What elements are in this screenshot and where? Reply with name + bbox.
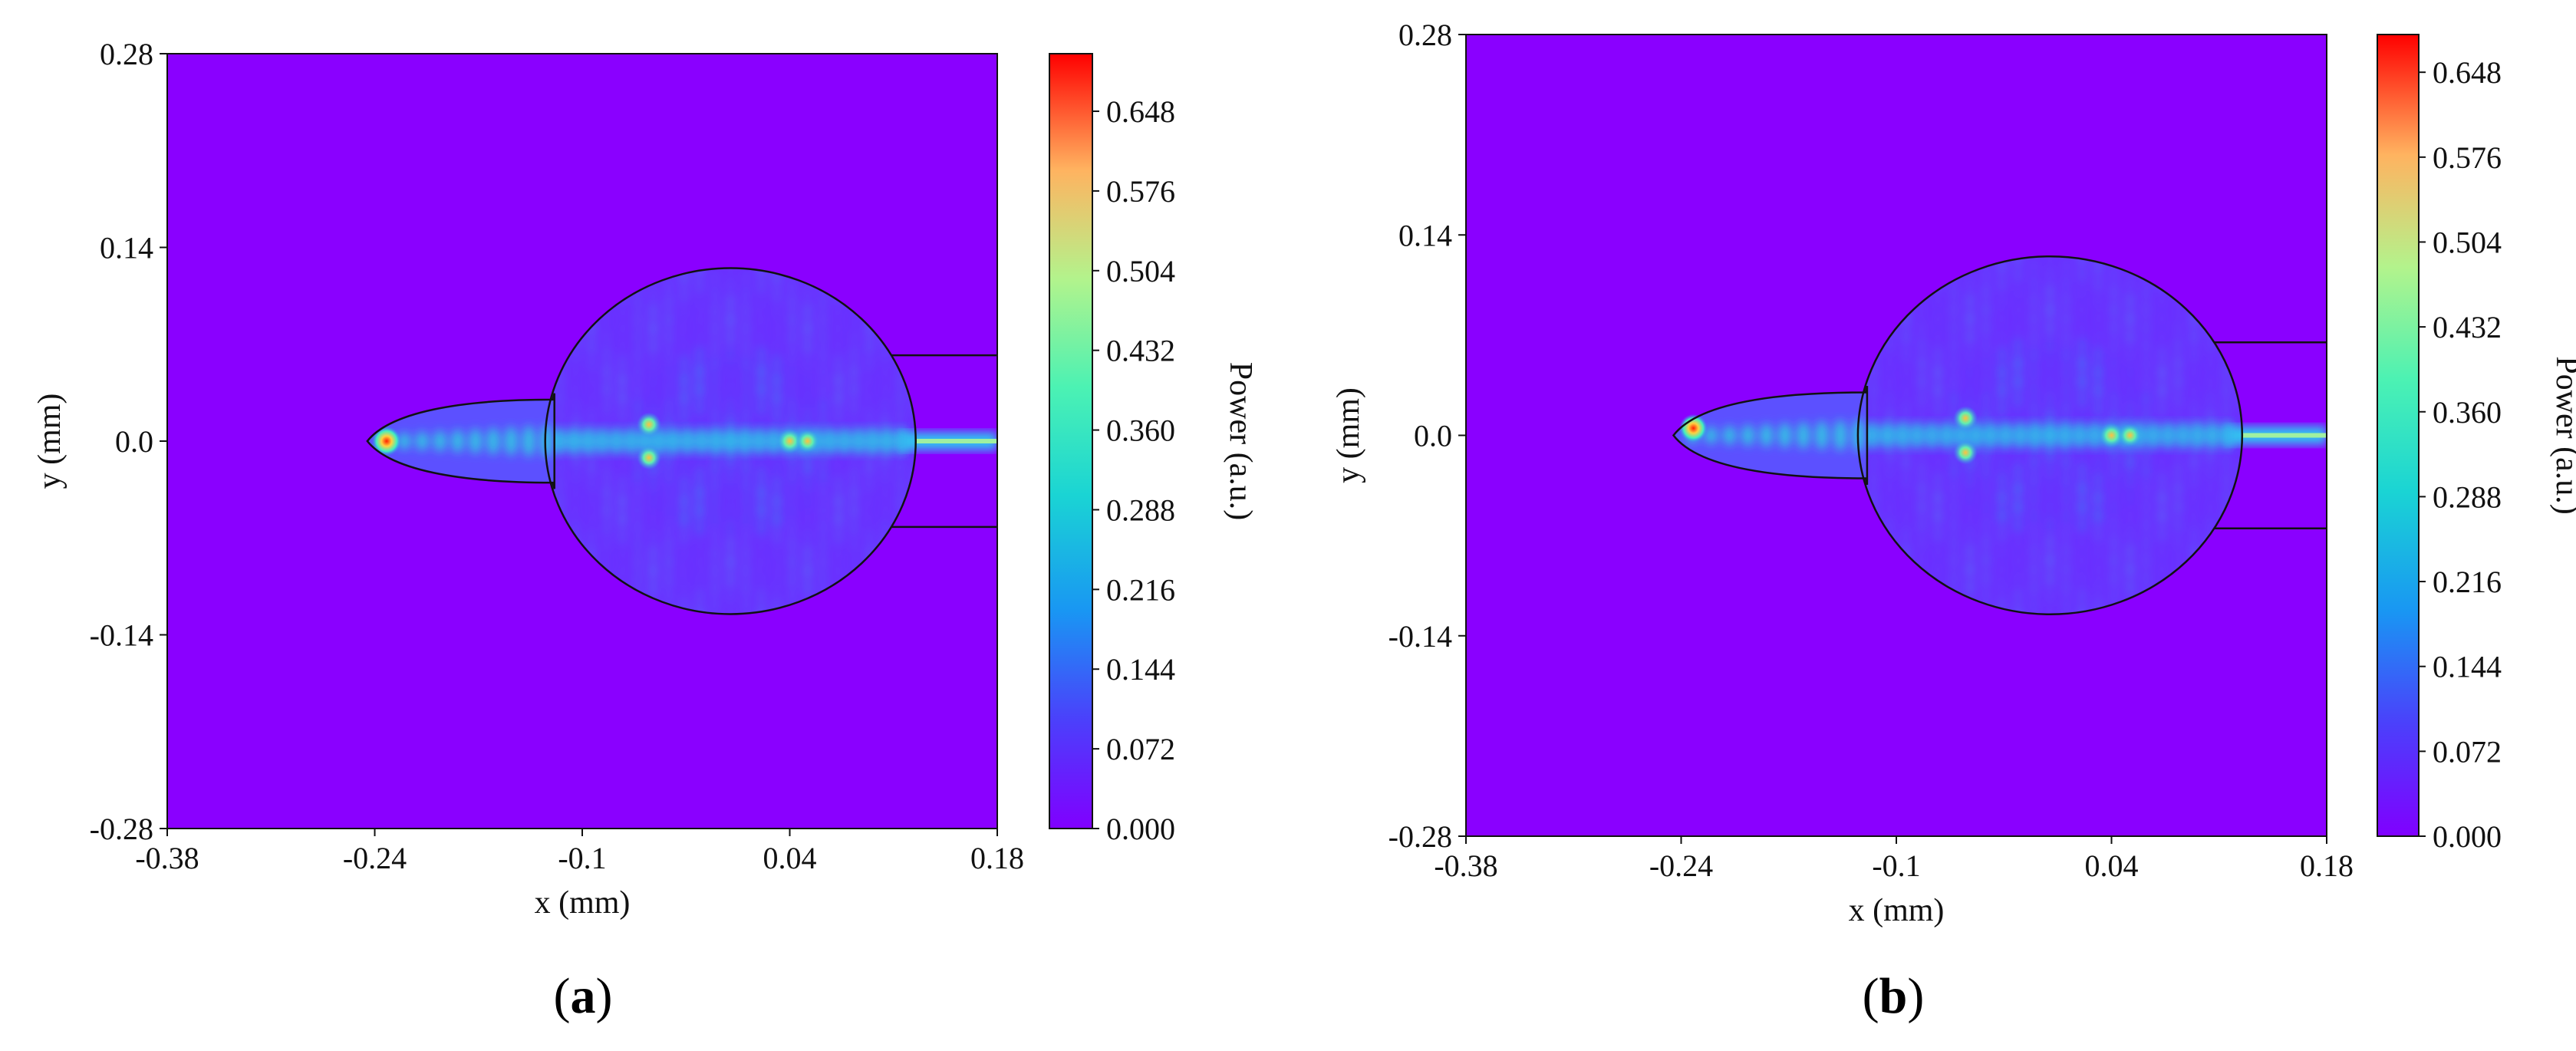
panel-b: -0.38 -0.24 -0.1 0.04 0.18 x (mm) 0.28 0.14 0.0 -… [1331,18,2576,1024]
colorbar-label: Power (a.u.) [2549,356,2576,514]
colorbar-tick-label: 0.576 [1106,174,1175,209]
field-layer [367,268,997,614]
y-tick-label: -0.14 [90,618,153,653]
y-tick-label: 0.14 [100,231,153,265]
x-axis-label: x (mm) [1849,893,1945,928]
colorbar-tick-label: 0.504 [2433,225,2502,259]
colorbar: 0.000 0.072 0.144 0.216 0.288 0.360 0.432 0.504… [2377,34,2576,854]
colorbar-tick-label: 0.576 [2433,140,2502,175]
y-tick-label: -0.28 [90,812,153,846]
taper-outline [366,393,555,489]
x-tick-label: -0.24 [343,841,407,875]
disk-outline [1856,255,2244,616]
x-tick-label: -0.24 [1649,848,1713,883]
x-axis: -0.38 -0.24 -0.1 0.04 0.18 x (mm) [135,829,1024,921]
hotspot-4 [796,429,820,453]
panel-label: (a) [554,968,613,1024]
y-axis: 0.28 0.14 0.0 -0.14 -0.28 y (mm) [32,37,167,846]
colorbar-tick-label: 0.432 [1106,334,1175,368]
hotspot-3 [2099,423,2124,448]
colorbar-tick-label: 0.144 [2433,650,2502,684]
x-tick-label: 0.04 [763,841,817,875]
panel-a: -0.38 -0.24 -0.1 0.04 0.18 x (mm) 0.28 0.14 0.0 -… [32,37,1258,1024]
structure-outline [1672,255,2327,616]
x-tick-label: 0.18 [2300,848,2354,883]
colorbar-tick-label: 0.360 [2433,395,2502,430]
x-tick-label: -0.38 [1434,848,1497,883]
hotspot-3 [777,428,802,454]
y-tick-label: 0.14 [1398,218,1452,252]
y-axis: 0.28 0.14 0.0 -0.14 -0.28 y (mm) [1331,18,1466,854]
y-tick-label: -0.14 [1388,619,1452,654]
colorbar-tick-label: 0.216 [2433,565,2502,599]
hotspot-0 [371,426,402,456]
colorbar-gradient [1049,53,1093,829]
x-tick-label: -0.1 [1872,848,1920,883]
colorbar-tick-label: 0.288 [2433,479,2502,514]
panel-label: (b) [1863,968,1925,1024]
colorbar-tick-label: 0.072 [1106,732,1175,766]
disk-outline [544,267,917,615]
y-axis-label: y (mm) [1331,387,1366,483]
y-tick-label: 0.0 [115,424,153,459]
x-axis-label: x (mm) [535,885,631,921]
y-tick-label: -0.28 [1388,819,1452,854]
hotspot-4 [2118,423,2142,447]
taper-beam [380,424,553,458]
colorbar-tick-label: 0.000 [1106,812,1175,846]
hotspot-1 [1953,406,1978,430]
x-tick-label: -0.1 [558,841,606,875]
x-axis: -0.38 -0.24 -0.1 0.04 0.18 x (mm) [1434,836,2354,928]
colorbar: 0.000 0.072 0.144 0.216 0.288 0.360 0.432 0.504… [1049,53,1258,846]
hotspot-2 [1953,440,1978,465]
colorbar-tick-label: 0.648 [2433,55,2502,90]
colorbar-tick-label: 0.000 [2433,819,2502,854]
output-beam [2226,426,2327,445]
colorbar-tick-label: 0.072 [2433,734,2502,769]
hotspot-1 [637,412,661,437]
y-tick-label: 0.28 [100,37,153,71]
y-axis-label: y (mm) [32,394,68,489]
colorbar-label: Power (a.u.) [1223,362,1258,520]
colorbar-tick-label: 0.432 [2433,310,2502,344]
colorbar-tick-label: 0.504 [1106,254,1175,288]
x-tick-label: -0.38 [135,841,199,875]
colorbar-tick-label: 0.144 [1106,652,1175,687]
colorbar-tick-label: 0.648 [1106,94,1175,129]
hotspot-0 [1679,413,1708,443]
y-tick-label: 0.28 [1398,18,1452,52]
structure-outline [366,267,997,615]
y-tick-label: 0.0 [1414,419,1452,453]
taper-outline [1672,385,1869,486]
x-tick-label: 0.04 [2085,848,2139,883]
colorbar-tick-label: 0.288 [1106,493,1175,527]
field-layer [1673,256,2327,614]
x-tick-label: 0.18 [970,841,1024,875]
colorbar-tick-label: 0.360 [1106,413,1175,448]
colorbar-tick-label: 0.216 [1106,572,1175,607]
hotspot-2 [637,446,661,470]
colorbar-gradient [2377,34,2420,837]
